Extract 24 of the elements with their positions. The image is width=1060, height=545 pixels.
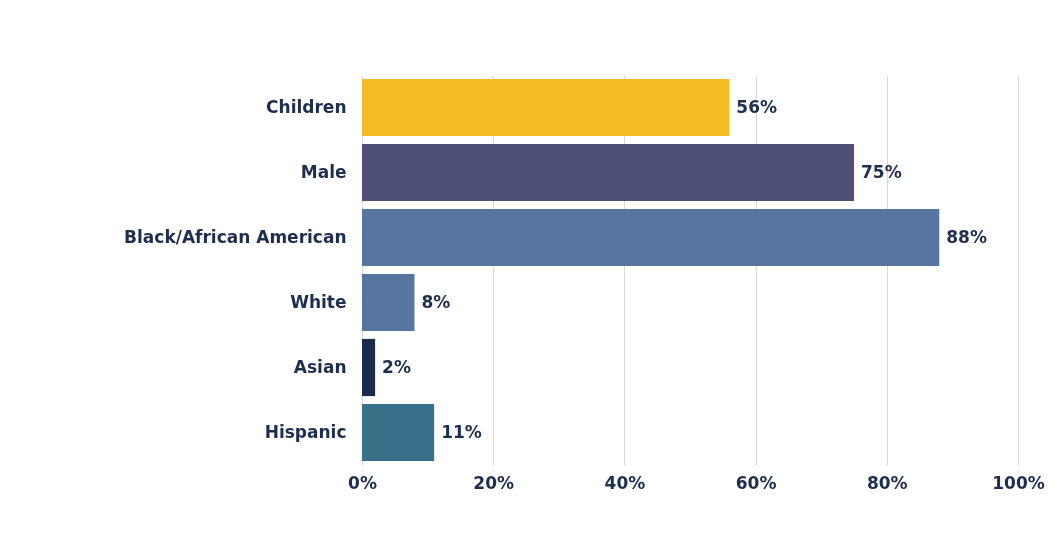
y-tick-label: Male [300,161,347,182]
bar [362,143,854,202]
data-label: 56% [736,96,778,117]
x-tick-label: 100% [992,472,1045,493]
y-tick-label: Children [266,96,347,117]
data-label: 75% [861,161,902,182]
bar [362,78,730,137]
data-label: 2% [382,356,411,377]
y-tick-label: Hispanic [264,421,347,442]
bar [362,338,376,397]
y-tick-label: White [290,291,347,312]
bar [362,403,435,462]
x-tick-label: 60% [735,472,777,493]
data-label: 11% [441,421,482,442]
bar [362,273,415,332]
bar [362,208,940,267]
x-tick-label: 40% [604,472,646,493]
x-tick-label: 0% [348,472,377,493]
y-tick-label: Asian [293,356,347,377]
y-tick-label: Black/African American [124,226,347,247]
data-label: 8% [421,291,451,312]
data-label: 88% [946,226,987,247]
x-tick-label: 20% [473,472,515,493]
x-tick-label: 80% [866,472,908,493]
